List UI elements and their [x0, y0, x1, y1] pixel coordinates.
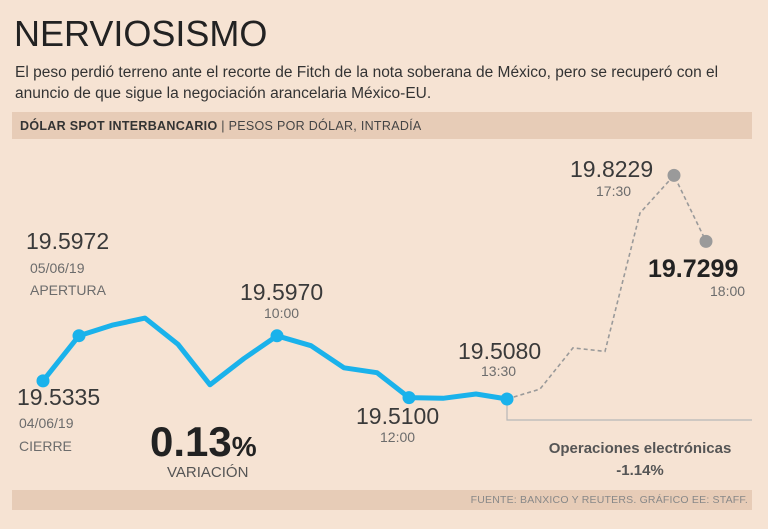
- variation-label: VARIACIÓN: [167, 464, 249, 481]
- t1800-value: 19.7299: [648, 255, 739, 283]
- marker-1730: [667, 168, 681, 182]
- t1000-value: 19.5970: [240, 279, 324, 305]
- marker-1200: [402, 391, 416, 405]
- chart-title: NERVIOSISMO: [14, 13, 268, 54]
- marker-1000: [270, 329, 284, 343]
- chart-subtitle: El peso perdió terreno ante el recorte d…: [15, 64, 719, 102]
- band-separator: |: [221, 119, 225, 133]
- apertura-date: 05/06/19: [30, 260, 85, 276]
- t1330-value: 19.5080: [458, 338, 542, 364]
- t1330-time: 13:30: [481, 363, 517, 379]
- header-band: [12, 112, 752, 139]
- cierre-value: 19.5335: [17, 384, 101, 410]
- electronic-label: Operaciones electrónicas: [548, 440, 732, 457]
- variation-number: 0.13: [150, 418, 232, 465]
- t1200-time: 12:00: [380, 429, 416, 445]
- electronic-bracket: [506, 404, 752, 421]
- cierre-label: CIERRE: [19, 438, 72, 454]
- marker-cierre: [36, 374, 50, 388]
- t1800-time: 18:00: [710, 283, 746, 299]
- cierre-date: 04/06/19: [19, 415, 74, 431]
- band-label: DÓLAR SPOT INTERBANCARIO | PESOS POR DÓL…: [20, 119, 422, 133]
- t1730-time: 17:30: [596, 183, 632, 199]
- footer-band: [12, 490, 752, 510]
- electronic-change: -1.14%: [616, 462, 664, 479]
- t1730-value: 19.8229: [570, 156, 654, 182]
- band-label-bold: DÓLAR SPOT INTERBANCARIO: [20, 119, 218, 133]
- footer-source: FUENTE: BANXICO Y REUTERS. GRÁFICO EE: S…: [470, 494, 748, 506]
- variation-unit: %: [231, 431, 257, 462]
- apertura-value: 19.5972: [26, 228, 110, 254]
- marker-1330: [500, 392, 514, 406]
- marker-apertura: [72, 329, 86, 343]
- band-label-rest: PESOS POR DÓLAR, INTRADÍA: [228, 119, 422, 133]
- t1200-value: 19.5100: [356, 403, 440, 429]
- marker-1800: [699, 234, 713, 248]
- apertura-label: APERTURA: [30, 282, 106, 298]
- variation-value: 0.13%: [150, 418, 257, 466]
- t1000-time: 10:00: [264, 305, 300, 321]
- series-line-electronic: [506, 173, 707, 400]
